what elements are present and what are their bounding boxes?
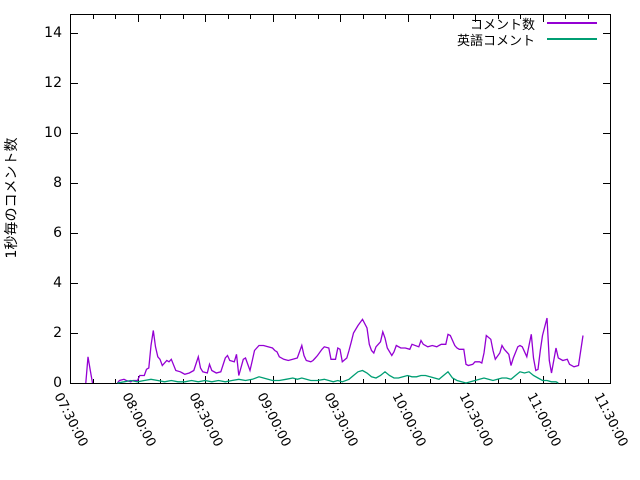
series-line-0 [116,317,584,384]
plot-border [70,14,611,384]
y-axis-title: 1秒毎のコメント数 [4,137,20,259]
legend-item-comments: コメント数 [457,15,597,33]
y-tick-label: 12 [44,75,62,91]
legend: コメント数 英語コメント [456,15,597,49]
y-tick-label: 0 [53,375,62,391]
series-line-0 [85,356,94,384]
y-tick-label: 2 [53,325,62,341]
legend-line-sample-english-comments [547,38,597,40]
series-line-1 [117,369,559,384]
legend-item-english-comments: 英語コメント [456,31,597,49]
y-tick-label: 14 [44,25,62,41]
y-tick-label: 4 [53,275,62,291]
legend-label-english-comments: 英語コメント [456,33,535,49]
legend-line-sample-comments [547,22,597,24]
y-tick-label: 10 [44,125,62,141]
legend-label-comments: コメント数 [469,17,535,33]
y-tick-label: 8 [53,175,62,191]
y-tick-label: 6 [53,225,62,241]
